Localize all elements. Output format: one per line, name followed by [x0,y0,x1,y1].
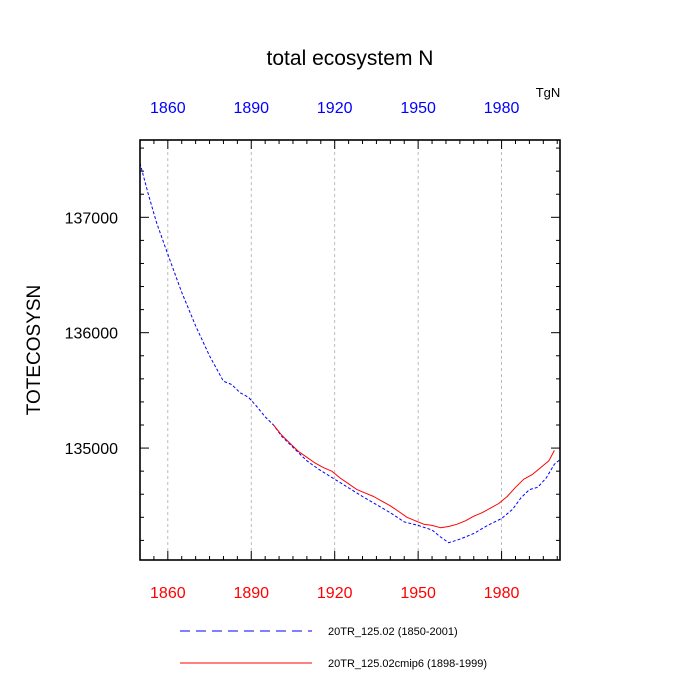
y-tick-label-137000: 137000 [65,210,118,227]
x-tick-label-bottom-1890: 1890 [233,585,269,602]
x-tick-label-bottom-1980: 1980 [484,585,520,602]
y-axis-label: TOTECOSYSN [24,285,45,416]
x-tick-label-top-1950: 1950 [400,100,436,117]
legend-label-20tr-125-02cmip6: 20TR_125.02cmip6 (1898-1999) [328,658,487,670]
y-tick-label-136000: 136000 [65,326,118,343]
plot-frame [139,139,561,561]
x-tick-label-top-1890: 1890 [233,100,269,117]
y-tick-label-135000: 135000 [65,441,118,458]
x-tick-label-bottom-1950: 1950 [400,585,436,602]
x-tick-label-top-1920: 1920 [317,100,353,117]
series-layer [139,162,561,544]
units-label: TgN [536,85,561,100]
chart-title: total ecosystem N [267,47,434,70]
x-tick-label-top-1860: 1860 [150,100,186,117]
tick-labels: 1860 1860 1890 1890 1920 1920 1950 1950 1980 1980… [65,100,520,602]
axis-ticks [139,140,560,560]
x-tick-label-bottom-1920: 1920 [317,585,353,602]
legend: 20TR_125.02 (1850-2001) 20TR_125.02cmip6… [180,626,487,670]
legend-label-20tr-125-02: 20TR_125.02 (1850-2001) [328,626,458,638]
x-tick-label-bottom-1860: 1860 [150,585,186,602]
series-line-1 [273,424,555,529]
gridlines [167,140,502,560]
x-tick-label-top-1980: 1980 [484,100,520,117]
series-line-0 [139,162,561,544]
